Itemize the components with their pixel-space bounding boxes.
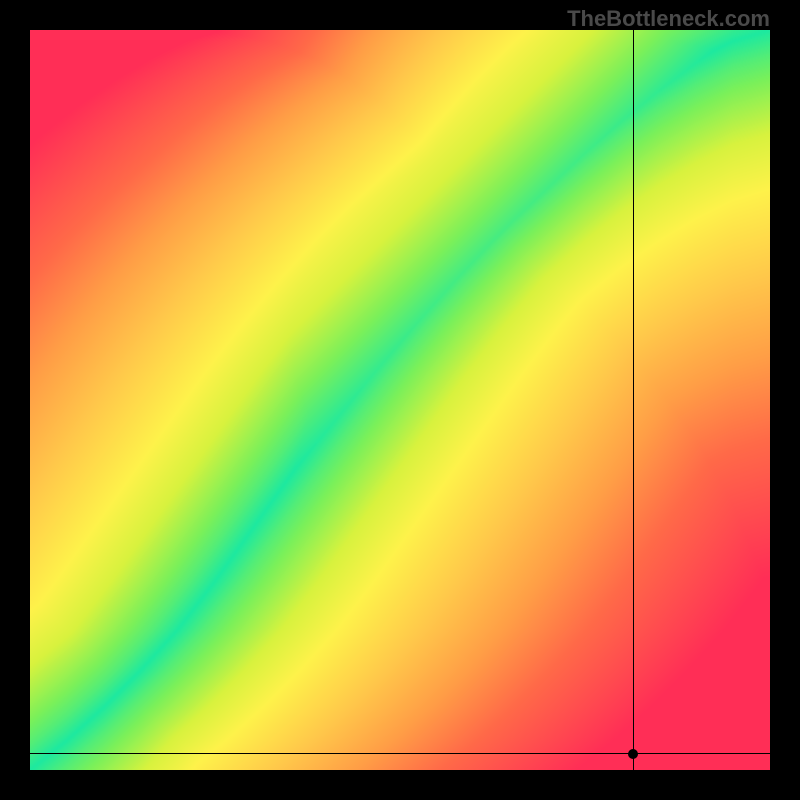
heatmap-plot-area: [30, 30, 770, 770]
crosshair-horizontal: [30, 753, 770, 754]
crosshair-marker: [628, 749, 638, 759]
watermark-text: TheBottleneck.com: [567, 6, 770, 32]
crosshair-vertical: [633, 30, 634, 770]
heatmap-canvas: [30, 30, 770, 770]
chart-container: { "watermark": { "text": "TheBottleneck.…: [0, 0, 800, 800]
